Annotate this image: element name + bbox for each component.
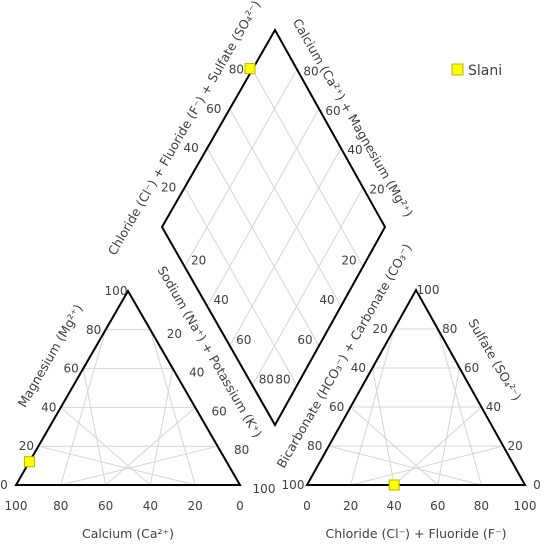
diamond-grid-b-0 [184,187,298,386]
cation-right-tick-20: 20 [167,327,182,341]
anion-left-tick-60: 60 [329,400,344,414]
anion-bottom-tick-0: 0 [303,499,311,513]
anion-grid-b-3 [437,328,482,486]
diamond-grid-b-2 [229,108,342,307]
anion-bottom-tick-100: 100 [514,499,537,513]
diamond-lower-left-tick-20: 20 [191,254,206,268]
diamond-upper-left-tick-60: 60 [206,102,221,116]
diamond-upper-left-tick-80: 80 [229,62,244,76]
diamond-lower-right-tick-60: 60 [297,333,312,347]
diamond [160,27,387,428]
anion-right-tick-0: 0 [533,478,541,492]
cation-x-axis-title: Calcium (Ca²⁺) [82,526,174,541]
cation-left-tick-40: 40 [41,400,56,414]
anion-left-tick-20: 20 [373,322,388,336]
cation-left-tick-60: 60 [64,362,79,376]
diamond-upper-right-tick-40: 40 [347,143,362,157]
cation-bottom-tick-80: 80 [53,499,68,513]
diamond-lower-left-tick-60: 60 [236,333,251,347]
anion-grid-a-2 [350,406,439,486]
anion-left-tick-80: 80 [307,439,322,453]
legend-label-slani: Slani [468,63,502,79]
cation-bottom-tick-60: 60 [98,499,113,513]
diamond-upper-right-tick-20: 20 [369,183,384,197]
cation-grid-b-3 [149,329,196,486]
anion-x-axis-title: Chloride (Cl⁻) + Fluoride (F⁻) [326,526,507,541]
legend: Slani [451,63,502,79]
anion-right-tick-100: 100 [417,283,440,297]
anion-triangle [305,287,527,486]
cation-grid-b-0 [60,445,218,486]
anion-right-tick-20: 20 [508,439,523,453]
diamond-upper-right-tick-60: 60 [325,104,340,118]
anion-grid-a-1 [371,367,395,486]
diamond-grid-a-3 [251,187,364,386]
grid-lines [38,69,504,486]
cation-left-tick-80: 80 [86,323,101,337]
anion-bottom-tick-80: 80 [474,499,489,513]
anion-right-tick-40: 40 [486,400,501,414]
anion-bottom-tick-20: 20 [343,499,358,513]
cation-bottom-tick-100: 100 [5,499,28,513]
cation-z-axis-title: Sodium (Na⁺) + Potassium (K⁺) [155,263,266,440]
anion-point-0 [388,479,400,491]
cation-grid-a-2 [60,407,151,486]
anion-grid-b-2 [437,367,461,486]
cation-grid-b-1 [105,407,196,486]
cation-grid-a-3 [38,445,196,486]
sample-points [23,63,400,491]
anion-grid-a-3 [328,445,482,486]
cation-grid-b-2 [149,368,174,486]
cation-left-tick-0: 0 [0,478,8,492]
anion-grid-b-1 [393,406,482,486]
diamond-grid-b-3 [251,69,364,267]
anion-bottom-tick-40: 40 [387,499,402,513]
diamond-right-axis-title: Calcium (Ca²⁺) + Magnesium (Mg²⁺) [290,16,416,220]
diamond-lower-right-tick-40: 40 [319,293,334,307]
cation-triangle [14,288,242,486]
cation-grid-a-1 [82,368,107,486]
anion-z-axis-title: Bicarbonate (HCO₃⁻) + Carbonate (CO₃⁻) [274,241,415,471]
cation-y-axis-title: Magnesium (Mg²⁺) [15,302,86,410]
diamond-point-0 [244,63,256,75]
cation-bottom-tick-20: 20 [188,499,203,513]
diamond-lower-right-tick-20: 20 [341,254,356,268]
cation-bottom-tick-40: 40 [143,499,158,513]
diamond-lower-right-tick-80: 80 [275,372,290,386]
cation-right-tick-80: 80 [234,443,249,457]
cation-left-tick-20: 20 [19,439,34,453]
diamond-lower-left-tick-40: 40 [214,293,229,307]
diamond-grid-a-2 [229,147,342,347]
anion-right-tick-60: 60 [464,361,479,375]
tick-labels: 100 80 60 40 20 0 0 20 40 60 80 100 20 40 60 80 100 0 20 40… [0,62,541,513]
anion-right-tick-80: 80 [442,322,457,336]
diamond-upper-left-tick-40: 40 [184,141,199,155]
diamond-grid-a-1 [206,108,320,307]
anion-y-axis-title: Sulfate (SO₄²⁻) [465,316,524,403]
diamond-left-axis-title: Chloride (Cl⁻) + Fluoride (F⁻) + Sulfate… [105,0,264,258]
anion-left-tick-100: 100 [282,478,305,492]
anion-bottom-tick-60: 60 [430,499,445,513]
diamond-lower-left-tick-80: 80 [259,372,274,386]
cation-right-tick-40: 40 [189,366,204,380]
anion-left-tick-40: 40 [351,361,366,375]
anion-grid-b-0 [350,445,504,486]
legend-swatch-slani [451,63,464,76]
cation-bottom-tick-0: 0 [236,499,244,513]
cation-right-tick-100: 100 [253,482,276,496]
diamond-grid-b-1 [206,147,320,347]
cation-left-tick-100: 100 [105,284,128,298]
plot-frames [14,27,527,486]
cation-right-tick-60: 60 [212,404,227,418]
diamond-upper-left-tick-20: 20 [161,181,176,195]
diamond-upper-right-tick-80: 80 [303,64,318,78]
diamond-grid-a-0 [184,69,298,267]
cation-point-0 [23,456,35,468]
